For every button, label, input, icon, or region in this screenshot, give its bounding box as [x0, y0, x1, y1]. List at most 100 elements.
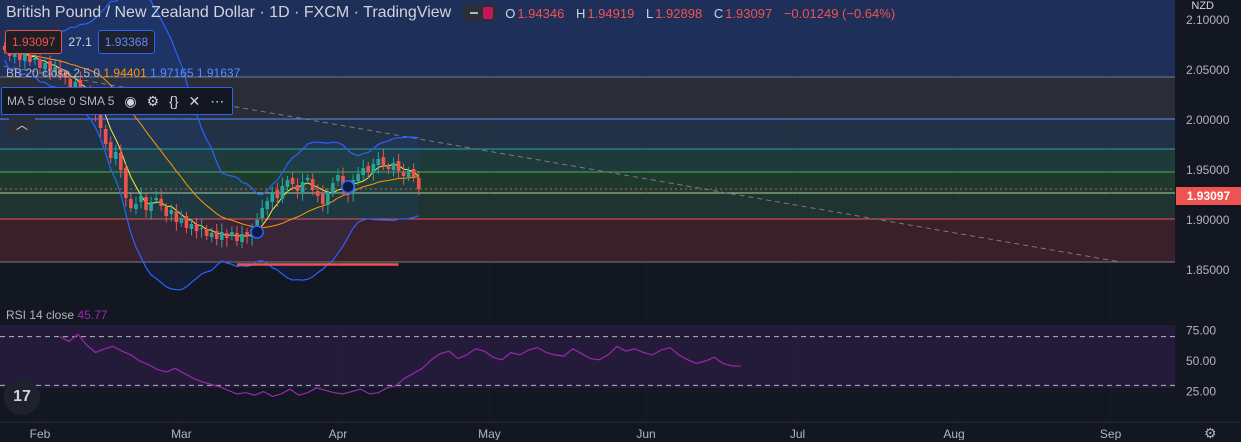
trade-panel: 1.93097 27.1 1.93368	[5, 30, 156, 54]
candle-body	[245, 232, 249, 236]
candle-body	[189, 224, 194, 229]
high-value: 1.94919	[587, 5, 635, 21]
ma-legend[interactable]: MA 5 close 0 SMA 5 ◉ ⚙ {} ✕ ⋯	[1, 87, 234, 115]
candle-body	[401, 172, 406, 176]
candle-body	[194, 225, 199, 231]
time-tick-label: Apr	[329, 427, 348, 440]
currency-label: NZD	[1191, 0, 1214, 12]
toggle-pill-icon[interactable]	[463, 4, 498, 22]
candle-body	[129, 199, 133, 208]
candle-body	[159, 199, 163, 206]
more-icon[interactable]: ⋯	[210, 92, 225, 109]
candle-body	[295, 185, 300, 191]
candle-body	[331, 183, 335, 193]
candle-body	[48, 61, 52, 71]
candle-body	[113, 152, 118, 159]
candle-body	[220, 232, 224, 240]
rsi-tick-label: 75.00	[1186, 324, 1216, 338]
gear-icon[interactable]: ⚙	[146, 92, 160, 109]
candle-body	[366, 166, 371, 172]
price-tick-label: 1.95000	[1186, 163, 1230, 177]
rsi-tick-label: 50.00	[1186, 354, 1216, 368]
bb-upper-line	[4, 0, 419, 196]
collapse-legend-button[interactable]: ︿	[9, 116, 35, 134]
candle-body	[265, 201, 270, 209]
candle-body	[209, 233, 214, 237]
candle-body	[149, 202, 153, 211]
time-tick-label: Jul	[790, 427, 805, 440]
candle-body	[225, 233, 229, 238]
candle-body	[371, 164, 376, 173]
time-tick-label: Mar	[171, 427, 192, 440]
candle-body	[310, 179, 315, 190]
candle-body	[356, 174, 360, 181]
eye-icon[interactable]: ◉	[124, 92, 137, 109]
symbol-title[interactable]: British Pound / New Zealand Dollar · 1D …	[6, 4, 452, 21]
settings-gear-icon[interactable]: ⚙	[1204, 425, 1217, 441]
candle-body	[108, 142, 113, 158]
candle-body	[416, 178, 421, 189]
signal-circle	[341, 180, 355, 194]
candle-body	[326, 192, 330, 205]
price-tick-label: 1.90000	[1186, 213, 1230, 227]
time-tick-label: May	[478, 427, 501, 440]
low-value: 1.92898	[655, 5, 703, 21]
change-value: −0.01249 (−0.64%)	[783, 5, 896, 21]
candle-body	[53, 67, 57, 72]
candle-body	[119, 153, 123, 170]
candle-body	[240, 234, 244, 242]
bb-fill	[4, 0, 419, 290]
candle-body	[164, 207, 169, 216]
candle-body	[68, 79, 73, 88]
candle-body	[134, 204, 138, 209]
candle-body	[73, 82, 78, 89]
rsi-legend-name: RSI 14 close	[6, 308, 75, 322]
price-tick-label: 2.10000	[1186, 13, 1230, 27]
candle-body	[63, 73, 68, 78]
time-tick-label: Feb	[30, 427, 51, 440]
close-icon[interactable]: ✕	[188, 92, 201, 109]
spread-value: 27.1	[68, 35, 92, 49]
fib-zone	[0, 193, 1175, 219]
candle-body	[103, 129, 108, 144]
candle-body	[300, 182, 305, 192]
tradingview-logo[interactable]: 17	[4, 379, 40, 415]
ohlc-readout: O 1.94346 H 1.94919 L 1.92898 C 1.93097 −0.0…	[505, 5, 896, 21]
rsi-tick-label: 25.00	[1186, 385, 1216, 399]
time-tick-label: Aug	[943, 427, 964, 440]
candle-body	[28, 55, 32, 62]
candle-body	[23, 54, 27, 61]
rsi-legend[interactable]: RSI 14 close 45.77	[6, 308, 107, 322]
sell-button[interactable]: 1.93097	[5, 30, 63, 54]
candle-body	[275, 190, 280, 198]
bb-legend-name: BB 20 close 2.5 0	[6, 66, 101, 80]
price-tick-label: 1.85000	[1186, 263, 1230, 277]
bb-legend[interactable]: BB 20 close 2.5 0 1.94401 1.97165 1.9163…	[6, 66, 240, 80]
candle-body	[184, 216, 189, 228]
candle-body	[214, 231, 219, 239]
candle-body	[315, 191, 320, 196]
fib-zone	[0, 119, 1175, 149]
candle-body	[139, 196, 143, 202]
candle-body	[235, 233, 239, 241]
buy-button[interactable]: 1.93368	[97, 30, 156, 54]
bb-lower-value: 1.91637	[196, 66, 241, 80]
candle-body	[361, 168, 365, 175]
candle-body	[285, 180, 290, 187]
candle-body	[58, 68, 62, 75]
time-tick-label: Sep	[1100, 427, 1122, 440]
candle-body	[376, 159, 381, 165]
candle-body	[230, 232, 234, 236]
candle-body	[169, 210, 174, 214]
candle-body	[154, 198, 158, 200]
braces-icon[interactable]: {}	[169, 93, 179, 109]
close-value: 1.93097	[725, 5, 773, 21]
bb-upper-value: 1.97165	[150, 66, 194, 80]
signal-circle	[250, 225, 264, 239]
candle-body	[411, 169, 416, 177]
candle-body	[174, 211, 179, 222]
fib-zone	[0, 149, 1175, 172]
candle-body	[199, 228, 204, 229]
candle-body	[381, 157, 386, 166]
